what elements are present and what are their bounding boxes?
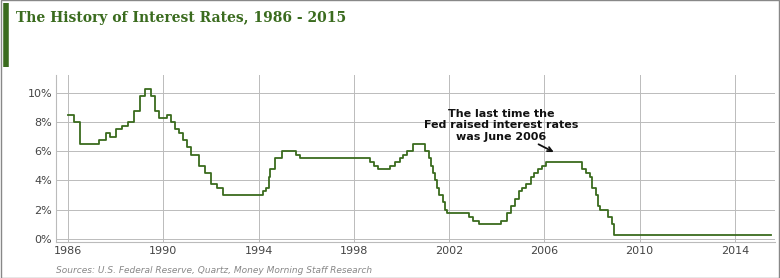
Text: The last time the
Fed raised interest rates
was June 2006: The last time the Fed raised interest ra… xyxy=(424,109,579,151)
Text: Sources: U.S. Federal Reserve, Quartz, Money Morning Staff Research: Sources: U.S. Federal Reserve, Quartz, M… xyxy=(56,266,372,275)
Text: The History of Interest Rates, 1986 - 2015: The History of Interest Rates, 1986 - 20… xyxy=(16,11,346,25)
